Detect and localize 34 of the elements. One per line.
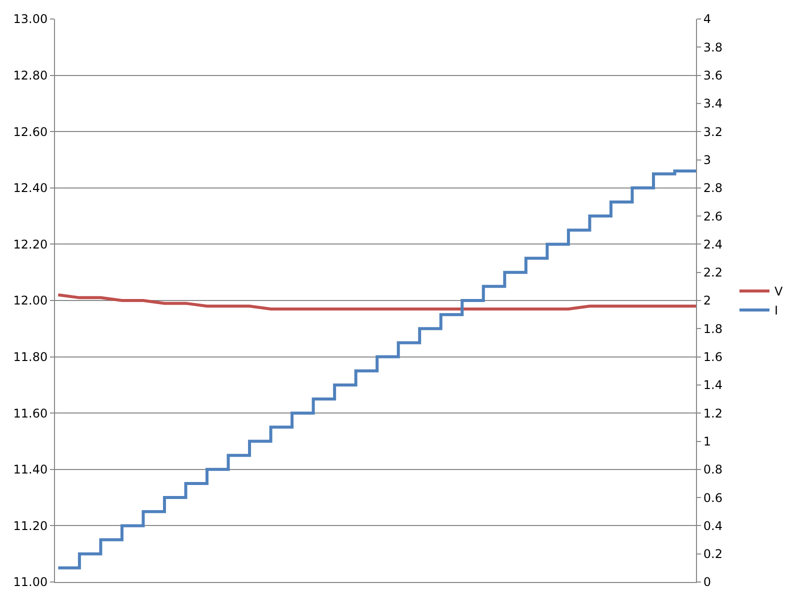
- y2-tick-label: 1.2: [703, 406, 722, 420]
- y2-tick-label: 1.6: [703, 350, 722, 364]
- y2-tick-label: 3.2: [703, 124, 722, 139]
- y2-tick-label: 3.4: [703, 96, 722, 111]
- y2-tick-label: 1.4: [703, 378, 722, 392]
- y2-tick-label: 0: [703, 575, 712, 590]
- y2-tick-label: 2.6: [703, 209, 722, 224]
- y-tick-label: 11.80: [13, 350, 48, 364]
- y2-tick-label: 0.8: [703, 462, 722, 477]
- y2-tick-label: 1: [703, 434, 712, 448]
- y2-tick-label: 2.4: [703, 237, 722, 252]
- y2-tick-label: 1.8: [703, 322, 722, 336]
- y2-tick-label: 0.4: [703, 518, 722, 533]
- y-tick-label: 12.40: [13, 181, 48, 196]
- y-tick-label: 12.60: [13, 124, 48, 139]
- legend-label: V: [774, 284, 784, 299]
- y-tick-label: 11.20: [13, 518, 48, 533]
- y-tick-label: 11.40: [13, 462, 48, 477]
- y-tick-label: 11.00: [13, 575, 48, 590]
- y2-tick-label: 3.6: [703, 68, 722, 82]
- y2-tick-label: 2.2: [703, 266, 722, 280]
- y-tick-label: 12.00: [13, 294, 48, 308]
- y2-tick-label: 2: [703, 294, 712, 308]
- y-tick-label: 12.80: [13, 68, 48, 82]
- y-tick-label: 12.20: [13, 237, 48, 252]
- y2-tick-label: 3.8: [703, 40, 722, 54]
- y2-tick-label: 3: [703, 152, 712, 167]
- y2-tick-label: 4: [703, 12, 712, 26]
- y-tick-label: 11.60: [13, 406, 48, 420]
- y2-tick-label: 0.6: [703, 490, 722, 505]
- y2-tick-label: 0.2: [703, 547, 722, 562]
- y-tick-label: 13.00: [13, 12, 48, 26]
- y2-tick-label: 2.8: [703, 181, 722, 196]
- legend-label: I: [774, 304, 778, 318]
